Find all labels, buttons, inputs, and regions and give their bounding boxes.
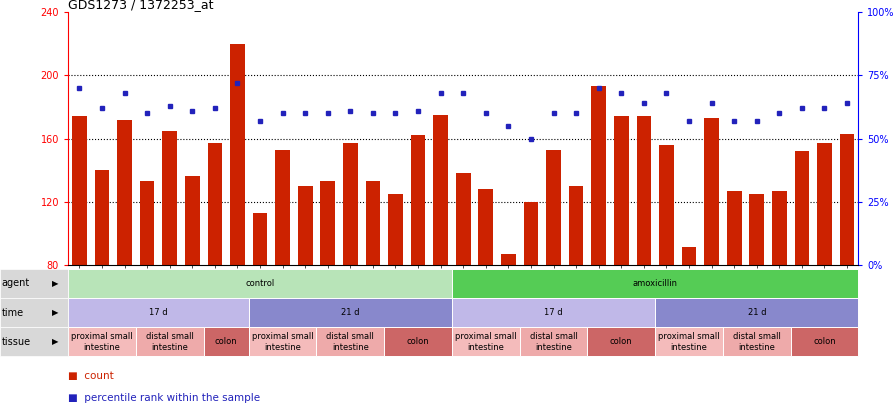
Bar [659, 145, 674, 265]
Bar [749, 194, 764, 265]
Bar [366, 181, 380, 265]
Text: time: time [2, 308, 24, 318]
Bar [704, 118, 719, 265]
Bar [478, 189, 493, 265]
Text: proximal small
intestine: proximal small intestine [71, 332, 133, 352]
Text: colon: colon [407, 337, 429, 346]
Text: ▶: ▶ [52, 308, 59, 317]
Text: colon: colon [610, 337, 633, 346]
Bar [230, 44, 245, 265]
Text: GDS1273 / 1372253_at: GDS1273 / 1372253_at [68, 0, 213, 11]
Bar [456, 173, 470, 265]
Bar [95, 170, 109, 265]
Bar [591, 86, 606, 265]
Text: amoxicillin: amoxicillin [633, 279, 677, 288]
Bar [840, 134, 855, 265]
Bar [297, 186, 313, 265]
Bar [523, 202, 538, 265]
Text: 17 d: 17 d [544, 308, 563, 317]
Bar [434, 115, 448, 265]
Bar [682, 247, 696, 265]
Text: proximal small
intestine: proximal small intestine [659, 332, 719, 352]
Bar [817, 143, 831, 265]
Bar [636, 116, 651, 265]
Text: ■  count: ■ count [68, 371, 114, 381]
Bar [501, 254, 516, 265]
Text: colon: colon [215, 337, 237, 346]
Text: tissue: tissue [2, 337, 31, 347]
Bar [795, 151, 809, 265]
Text: colon: colon [814, 337, 836, 346]
Text: 21 d: 21 d [747, 308, 766, 317]
Text: proximal small
intestine: proximal small intestine [252, 332, 314, 352]
Bar [343, 143, 358, 265]
Bar [208, 143, 222, 265]
Text: distal small
intestine: distal small intestine [326, 332, 375, 352]
Text: distal small
intestine: distal small intestine [146, 332, 194, 352]
Bar [253, 213, 267, 265]
Bar [410, 135, 426, 265]
Bar [547, 149, 561, 265]
Text: distal small
intestine: distal small intestine [530, 332, 578, 352]
Text: ■  percentile rank within the sample: ■ percentile rank within the sample [68, 393, 260, 403]
Bar [140, 181, 154, 265]
Bar [727, 191, 742, 265]
Bar [614, 116, 629, 265]
Text: distal small
intestine: distal small intestine [733, 332, 780, 352]
Text: proximal small
intestine: proximal small intestine [455, 332, 517, 352]
Bar [321, 181, 335, 265]
Bar [772, 191, 787, 265]
Text: ▶: ▶ [52, 279, 59, 288]
Text: 17 d: 17 d [149, 308, 168, 317]
Bar [569, 186, 583, 265]
Bar [275, 149, 290, 265]
Text: agent: agent [2, 279, 30, 288]
Bar [72, 116, 87, 265]
Bar [185, 177, 200, 265]
Bar [117, 119, 132, 265]
Text: 21 d: 21 d [341, 308, 359, 317]
Bar [162, 130, 177, 265]
Text: ▶: ▶ [52, 337, 59, 346]
Bar [388, 194, 403, 265]
Text: control: control [246, 279, 275, 288]
